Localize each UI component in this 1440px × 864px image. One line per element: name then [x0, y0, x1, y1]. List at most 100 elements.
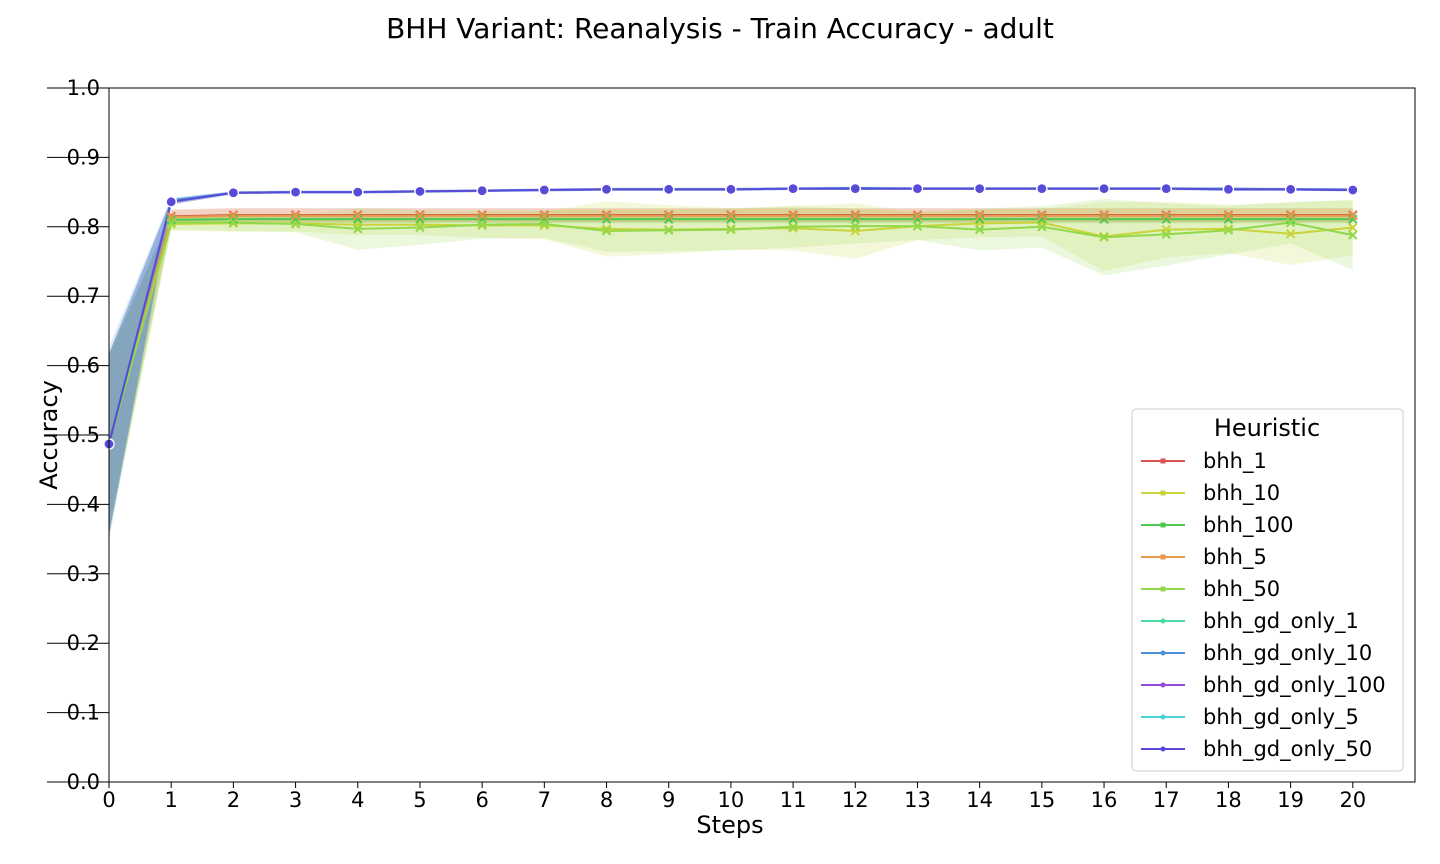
confidence-bands: [109, 186, 1353, 542]
x-tick-label-7: 7: [538, 788, 551, 812]
point-bhh-5-19: [1285, 210, 1296, 221]
legend-item-bhh-gd-only-100: bhh_gd_only_100: [1141, 673, 1386, 698]
legend-label-bhh-50: bhh_50: [1203, 577, 1280, 602]
legend-item-bhh-gd-only-50: bhh_gd_only_50: [1141, 737, 1372, 762]
x-tick-label-9: 9: [662, 788, 675, 812]
point-bhh-100-18: [1223, 214, 1234, 224]
legend-label-bhh-100: bhh_100: [1203, 513, 1294, 538]
point-bhh-5-17: [1161, 210, 1171, 221]
point-bhh-100-8: [601, 214, 612, 224]
point-bhh-gd-only-50-12: [849, 183, 861, 195]
x-tick-label-5: 5: [413, 788, 426, 812]
point-bhh-100-11: [788, 214, 798, 224]
point-bhh-100-20: [1348, 214, 1358, 224]
legend-marker-bhh-gd-only-50: [1160, 746, 1166, 752]
x-tick-label-2: 2: [227, 788, 240, 812]
legend-box: [1131, 408, 1404, 772]
point-bhh-10-8: [601, 224, 612, 234]
point-bhh-5-16: [1099, 210, 1109, 221]
y-tick-label-1.0: 1.0: [67, 76, 100, 100]
legend-label-bhh-gd-only-10: bhh_gd_only_10: [1203, 641, 1372, 666]
point-bhh-gd-only-50-16: [1098, 183, 1110, 195]
y-tick-label-0.1: 0.1: [67, 701, 100, 725]
legend-title: Heuristic: [1214, 414, 1320, 442]
point-bhh-5-8: [601, 210, 612, 221]
y-tick-label-0.6: 0.6: [67, 354, 100, 378]
point-bhh-5-4: [353, 210, 363, 221]
band-bhh-10: [109, 199, 1353, 535]
point-bhh-gd-only-50-14: [974, 183, 986, 195]
point-bhh-100-12: [850, 214, 860, 224]
x-tick-label-14: 14: [966, 788, 993, 812]
point-bhh-50-3: [290, 219, 301, 229]
x-axis-label: Steps: [696, 811, 763, 839]
point-bhh-gd-only-50-8: [600, 183, 613, 195]
y-axis-ticks: 0.0 0.1 0.2 0.3 0.4 0.5 0.6 0.7 0.8 0.9 1.0: [47, 76, 109, 794]
point-bhh-50-14: [974, 224, 985, 235]
point-bhh-50-12: [850, 221, 860, 231]
x-tick-label-12: 12: [842, 788, 869, 812]
point-bhh-5-6: [477, 210, 487, 221]
band-bhh-50: [109, 199, 1353, 535]
x-tick-label-19: 19: [1277, 788, 1304, 812]
point-bhh-100-10: [726, 214, 736, 224]
point-bhh-gd-only-50-20: [1347, 184, 1359, 196]
legend-label-bhh-10: bhh_10: [1203, 481, 1280, 506]
y-tick-label-0.9: 0.9: [67, 145, 100, 169]
point-bhh-gd-only-50-4: [352, 186, 364, 198]
legend-item-bhh-gd-only-10: bhh_gd_only_10: [1141, 641, 1372, 666]
legend-label-bhh-gd-only-1: bhh_gd_only_1: [1203, 609, 1359, 634]
legend-label-bhh-1: bhh_1: [1203, 449, 1267, 474]
x-tick-label-10: 10: [718, 788, 745, 812]
point-bhh-100-1: [166, 215, 176, 225]
x-axis-ticks: 0 1 2 3 4 5 6 7 8 9 10 11 12 13 14 15 16 17 18 19 20: [102, 782, 1366, 812]
legend-label-bhh-gd-only-100: bhh_gd_only_100: [1203, 673, 1386, 698]
point-bhh-10-20: [1348, 222, 1358, 233]
y-tick-label-0.5: 0.5: [67, 423, 100, 447]
point-bhh-5-5: [415, 210, 425, 221]
y-tick-label-0.7: 0.7: [67, 284, 100, 308]
x-tick-label-4: 4: [351, 788, 364, 812]
legend-marker-bhh-1: [1160, 458, 1166, 464]
legend-marker-bhh-10: [1160, 490, 1166, 496]
y-tick-label-0.3: 0.3: [67, 562, 100, 586]
point-bhh-100-13: [912, 214, 923, 224]
point-bhh-100-16: [1099, 214, 1109, 224]
x-tick-label-8: 8: [600, 788, 613, 812]
point-bhh-gd-only-50-10: [725, 183, 737, 195]
point-bhh-gd-only-50-2: [227, 187, 239, 199]
point-bhh-50-16: [1099, 232, 1109, 242]
point-bhh-50-11: [788, 222, 798, 232]
point-bhh-5-12: [850, 210, 860, 221]
series-markers: [103, 182, 1359, 450]
point-bhh-50-19: [1285, 217, 1296, 228]
legend-marker-bhh-gd-only-100: [1160, 682, 1166, 688]
x-tick-label-18: 18: [1215, 788, 1242, 812]
point-bhh-gd-only-50-5: [414, 185, 426, 198]
legend-label-bhh-gd-only-5: bhh_gd_only_5: [1203, 705, 1359, 730]
point-bhh-gd-only-50-9: [663, 183, 675, 195]
legend-marker-bhh-gd-only-5: [1160, 714, 1166, 720]
legend-item-bhh-1: bhh_1: [1141, 449, 1267, 474]
point-bhh-5-10: [726, 210, 736, 221]
point-bhh-100-5: [415, 214, 425, 224]
point-bhh-gd-only-50-11: [787, 183, 799, 195]
point-bhh-50-15: [1037, 222, 1047, 232]
x-tick-label-6: 6: [475, 788, 488, 812]
x-tick-label-15: 15: [1028, 788, 1055, 812]
point-bhh-gd-only-50-17: [1160, 183, 1172, 195]
point-bhh-100-2: [228, 214, 239, 224]
x-tick-label-16: 16: [1091, 788, 1118, 812]
point-bhh-5-7: [539, 210, 550, 221]
point-bhh-5-15: [1037, 210, 1047, 221]
point-bhh-gd-only-50-1: [165, 196, 177, 208]
point-bhh-50-2: [228, 217, 239, 228]
y-tick-label-0.0: 0.0: [67, 770, 100, 794]
x-tick-label-13: 13: [904, 788, 931, 812]
legend-item-bhh-10: bhh_10: [1141, 481, 1280, 506]
point-bhh-50-4: [353, 224, 363, 234]
legend-item-bhh-50: bhh_50: [1141, 577, 1280, 602]
legend: Heuristic bhh_1 bhh_10 bhh_100 bhh_5 bhh_50b…: [1131, 408, 1404, 772]
point-bhh-50-13: [912, 221, 923, 231]
